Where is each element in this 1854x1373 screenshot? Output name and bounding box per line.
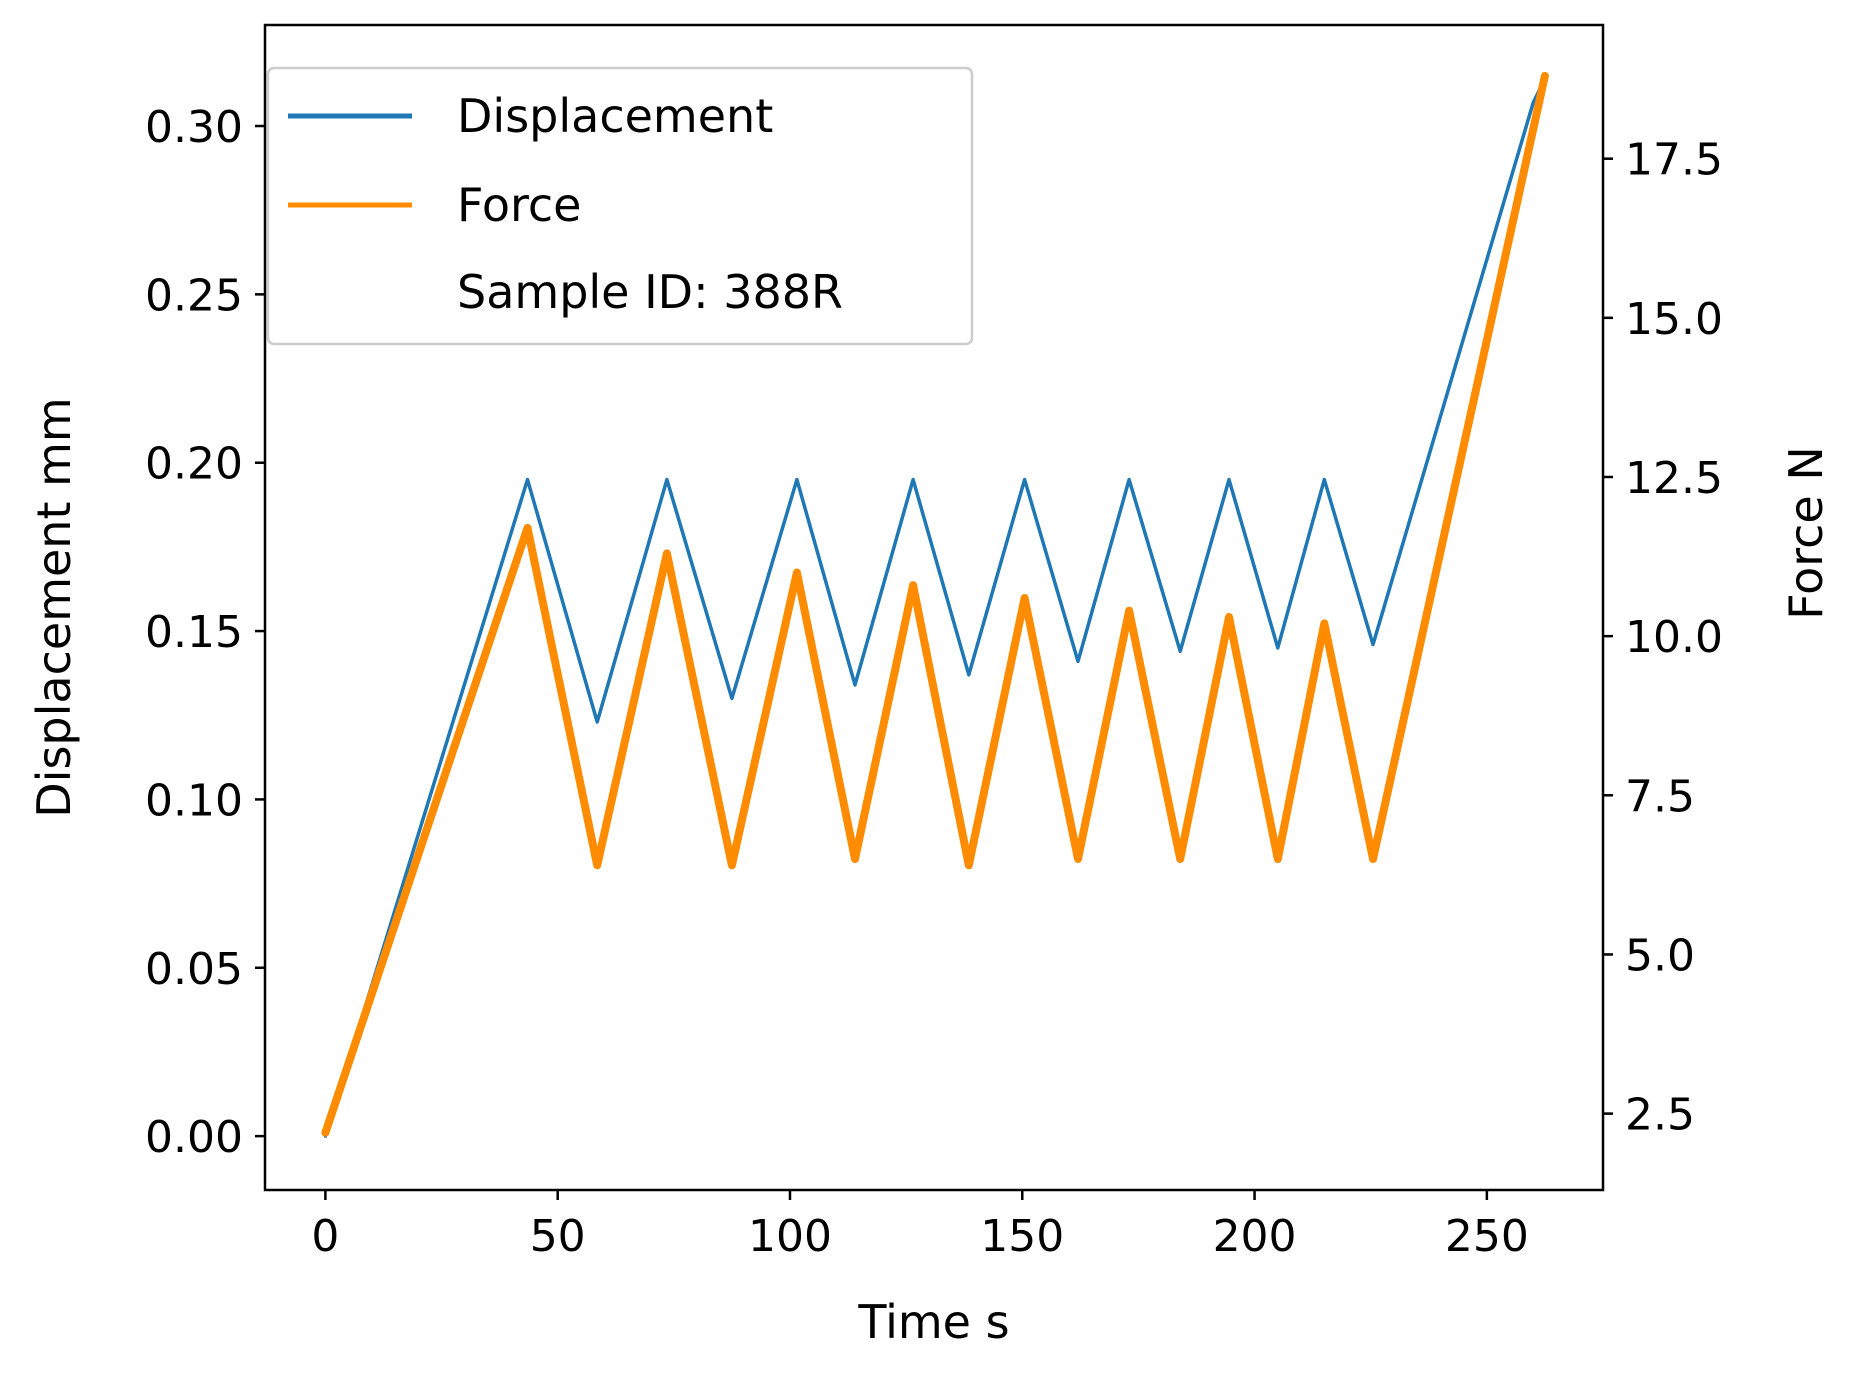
- legend-label-displacement: Displacement: [457, 89, 773, 143]
- series-layer: [321, 71, 1549, 1138]
- x-tick-label: 100: [748, 1211, 832, 1262]
- x-tick-label: 50: [530, 1211, 586, 1262]
- series-line-force: [321, 71, 1549, 1137]
- y2-tick-label: 15.0: [1625, 294, 1723, 345]
- x-tick-label: 200: [1213, 1211, 1297, 1262]
- y2-tick-label: 10.0: [1625, 612, 1723, 663]
- y-tick-label: 0.30: [145, 102, 243, 153]
- y-tick-label: 0.00: [145, 1112, 243, 1163]
- y2-tick-label: 2.5: [1625, 1090, 1695, 1141]
- legend-sample-id: Sample ID: 388R: [457, 265, 843, 319]
- axes-layer: 0 50 100 150 200 250 0.00 0.05 0.10 0.15 0.20 0.25 0…: [27, 23, 1833, 1349]
- y2-tick-label: 17.5: [1625, 135, 1723, 186]
- x-tick-label: 250: [1445, 1211, 1529, 1262]
- y-axis-label: Displacement mm: [27, 397, 81, 817]
- x-tick-label: 0: [311, 1211, 339, 1262]
- y2-tick-label: 5.0: [1625, 930, 1695, 981]
- legend-box: [266, 66, 974, 346]
- y-tick-label: 0.25: [145, 270, 243, 321]
- x-axis-label: Time s: [857, 1295, 1009, 1349]
- y-tick-label: 0.20: [145, 439, 243, 490]
- legend: Displacement Force Sample ID: 388R: [266, 66, 974, 346]
- legend-label-force: Force: [457, 178, 581, 232]
- y2-tick-label: 12.5: [1625, 453, 1723, 504]
- y2-axis-label: Force N: [1779, 446, 1833, 620]
- y-tick-label: 0.10: [145, 775, 243, 826]
- x-tick-label: 150: [980, 1211, 1064, 1262]
- plot-frame: [263, 23, 1605, 1192]
- series-line-displacement: [323, 77, 1547, 1138]
- y2-tick-label: 7.5: [1625, 771, 1695, 822]
- y-tick-label: 0.05: [145, 944, 243, 995]
- y-tick-label: 0.15: [145, 607, 243, 658]
